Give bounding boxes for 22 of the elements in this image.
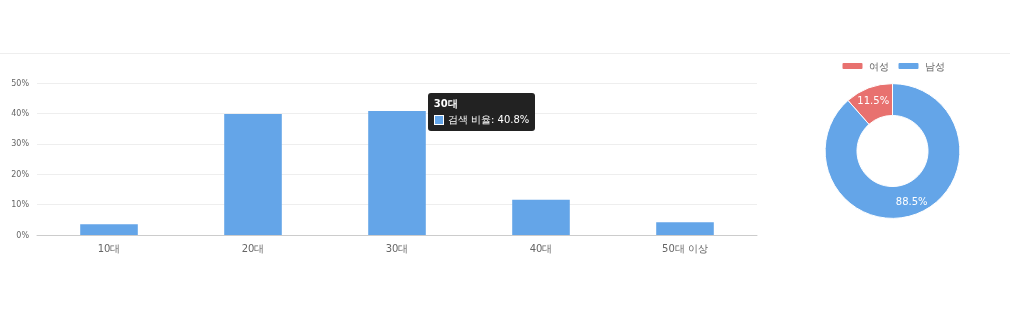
bar — [368, 110, 426, 235]
y-tick-label: 40% — [11, 108, 30, 118]
bar — [80, 224, 138, 235]
legend-label: 남성 — [924, 60, 945, 72]
x-tick-label: 50대 이상 — [662, 242, 708, 254]
x-tick-label: 40대 — [529, 242, 553, 254]
y-tick-label: 50% — [11, 78, 30, 88]
x-tick-label: 10대 — [97, 242, 121, 254]
data-label: 88.5% — [895, 196, 928, 208]
bar — [224, 114, 282, 235]
y-tick-label: 30% — [11, 139, 30, 149]
bar — [656, 222, 714, 235]
annotation: 30대 — [433, 96, 459, 111]
text: 검색 비율: 40.8% — [447, 113, 530, 125]
x-tick-label: 30대 — [385, 242, 409, 254]
y-tick-label: 10% — [11, 200, 30, 210]
data-label: 11.5% — [857, 94, 890, 106]
y-tick-label: 20% — [11, 169, 30, 179]
legend-label: 여성 — [868, 60, 889, 72]
x-tick-label: 20대 — [241, 242, 265, 254]
bar — [512, 199, 570, 235]
y-tick-label: 0% — [16, 230, 30, 240]
